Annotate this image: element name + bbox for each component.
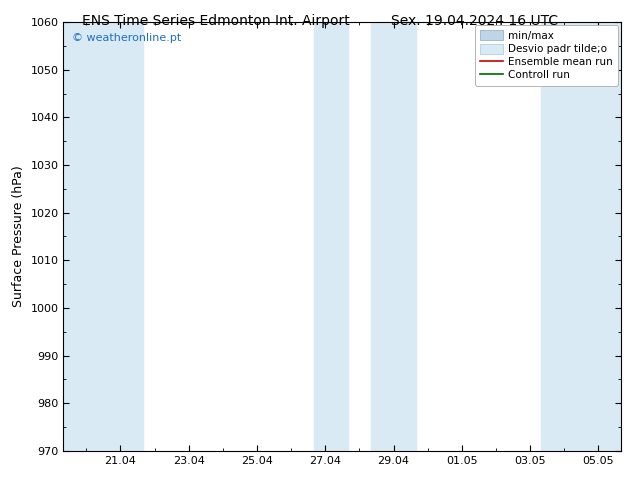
Bar xyxy=(541,22,621,451)
Text: © weatheronline.pt: © weatheronline.pt xyxy=(72,33,181,43)
Y-axis label: Surface Pressure (hPa): Surface Pressure (hPa) xyxy=(12,166,25,307)
Bar xyxy=(371,22,417,451)
Text: Sex. 19.04.2024 16 UTC: Sex. 19.04.2024 16 UTC xyxy=(391,14,558,28)
Text: ENS Time Series Edmonton Int. Airport: ENS Time Series Edmonton Int. Airport xyxy=(82,14,350,28)
Bar xyxy=(63,22,143,451)
Bar xyxy=(314,22,348,451)
Legend: min/max, Desvio padr tilde;o, Ensemble mean run, Controll run: min/max, Desvio padr tilde;o, Ensemble m… xyxy=(475,25,618,86)
